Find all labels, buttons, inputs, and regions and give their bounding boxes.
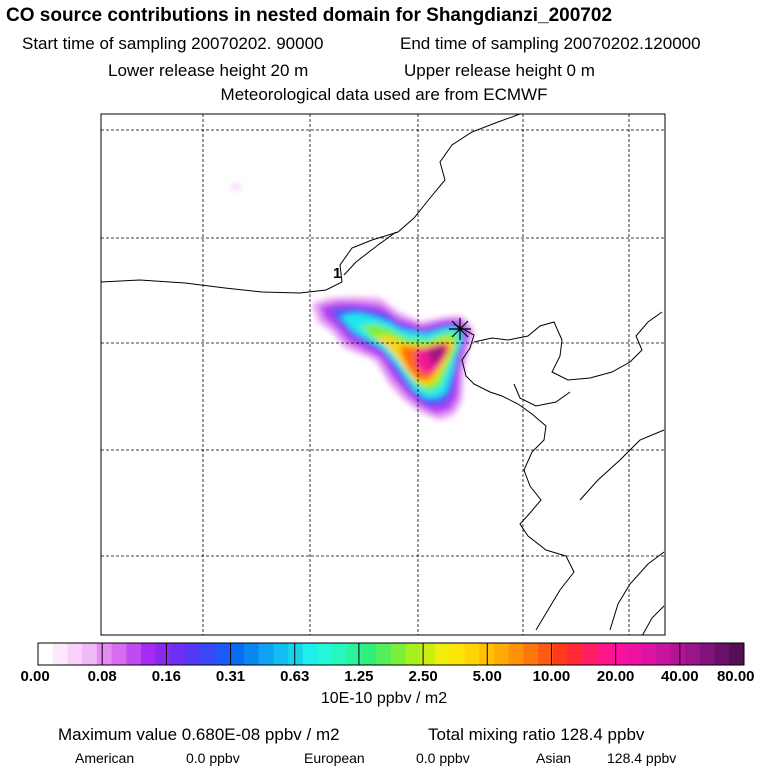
start-time-label: Start time of sampling 20070202. 90000: [22, 34, 324, 53]
colorbar-swatch: [523, 643, 539, 665]
colorbar-swatch: [96, 643, 113, 665]
max-value-label: Maximum value 0.680E-08 ppbv / m2: [58, 725, 340, 744]
colorbar-swatch: [685, 643, 701, 665]
colorbar-swatch: [420, 643, 436, 665]
colorbar-swatch: [67, 643, 83, 665]
colorbar-swatch: [38, 643, 54, 665]
colorbar-swatch: [655, 643, 671, 665]
colorbar-tick-label: 1.25: [344, 668, 374, 685]
region-asian-value: 128.4 ppbv: [607, 750, 677, 766]
colorbar-unit-label: 10E-10 ppbv / m2: [320, 690, 448, 707]
end-time-label: End time of sampling 20070202.120000: [400, 34, 701, 53]
colorbar-swatch: [155, 643, 171, 665]
colorbar-swatch: [641, 643, 657, 665]
colorbar-swatch: [582, 643, 598, 665]
colorbar-tick-label: 2.50: [408, 668, 438, 685]
colorbar-swatch: [596, 643, 613, 665]
colorbar-swatch: [376, 643, 392, 665]
map-frame: [100, 113, 666, 636]
colorbar-tick-label: 40.00: [661, 668, 699, 685]
colorbar-swatch: [140, 643, 157, 665]
colorbar-tick-label: 80.00: [716, 668, 755, 685]
colorbar: [37, 642, 745, 666]
station-asterisk-icon: [449, 318, 471, 340]
colorbar-swatch: [317, 643, 333, 665]
plume-speck: [231, 184, 241, 190]
colorbar-swatch: [435, 643, 451, 665]
station-label: 1: [333, 265, 341, 282]
colorbar-swatch: [126, 643, 142, 665]
colorbar-swatch: [449, 643, 466, 665]
colorbar-swatch: [567, 643, 583, 665]
colorbar-swatch: [346, 643, 363, 665]
colorbar-tick-label: 20.00: [596, 668, 635, 685]
colorbar-swatch: [185, 643, 201, 665]
colorbar-tick-label: 0.00: [20, 668, 50, 685]
colorbar-swatch: [214, 643, 230, 665]
colorbar-swatch: [273, 643, 289, 665]
colorbar-swatch: [82, 643, 98, 665]
colorbar-swatch: [538, 643, 554, 665]
colorbar-swatch: [699, 643, 716, 665]
region-american-value: 0.0 ppbv: [186, 750, 240, 766]
region-asian-name: Asian: [536, 750, 572, 766]
colorbar-tick-label: 0.31: [215, 668, 246, 685]
colorbar-swatch: [552, 643, 568, 665]
plume-level-9: [428, 344, 446, 364]
colorbar-swatch: [170, 643, 186, 665]
colorbar-tick-label: 10.00: [532, 668, 571, 685]
colorbar-swatch: [729, 643, 745, 665]
upper-height-label: Upper release height 0 m: [404, 61, 595, 80]
plume-field: [231, 184, 474, 420]
colorbar-swatch: [714, 643, 730, 665]
colorbar-swatch: [288, 643, 304, 665]
colorbar-swatch: [626, 643, 642, 665]
colorbar-swatch: [670, 643, 686, 665]
region-european-value: 0.0 ppbv: [416, 750, 470, 766]
region-american-name: American: [75, 750, 135, 766]
colorbar-tick-label: 0.16: [151, 668, 181, 685]
colorbar-swatch: [52, 643, 68, 665]
colorbar-swatch: [464, 643, 480, 665]
region-european-name: European: [304, 750, 365, 766]
colorbar-frame: [37, 642, 745, 666]
grid-lines: [101, 114, 665, 635]
colorbar-swatch: [111, 643, 127, 665]
colorbar-swatch: [405, 643, 421, 665]
colorbar-swatch: [243, 643, 260, 665]
total-mixing-ratio-label: Total mixing ratio 128.4 ppbv: [428, 725, 645, 744]
coastlines: [101, 114, 665, 635]
colorbar-swatch: [361, 643, 377, 665]
colorbar-swatch: [258, 643, 274, 665]
colorbar-swatch: [229, 643, 245, 665]
colorbar-swatch: [332, 643, 348, 665]
colorbar-swatch: [508, 643, 524, 665]
lower-height-label: Lower release height 20 m: [108, 61, 309, 80]
colorbar-swatch: [302, 643, 318, 665]
colorbar-tick-label: 0.08: [87, 668, 117, 685]
colorbar-tick-label: 0.63: [280, 668, 310, 685]
colorbar-swatch: [493, 643, 510, 665]
colorbar-swatch: [199, 643, 215, 665]
met-data-label: Meteorological data used are from ECMWF: [220, 85, 548, 104]
colorbar-tick-label: 5.00: [472, 668, 502, 685]
colorbar-swatch: [611, 643, 627, 665]
chart-title: CO source contributions in nested domain…: [6, 5, 613, 26]
colorbar-swatch: [391, 643, 407, 665]
